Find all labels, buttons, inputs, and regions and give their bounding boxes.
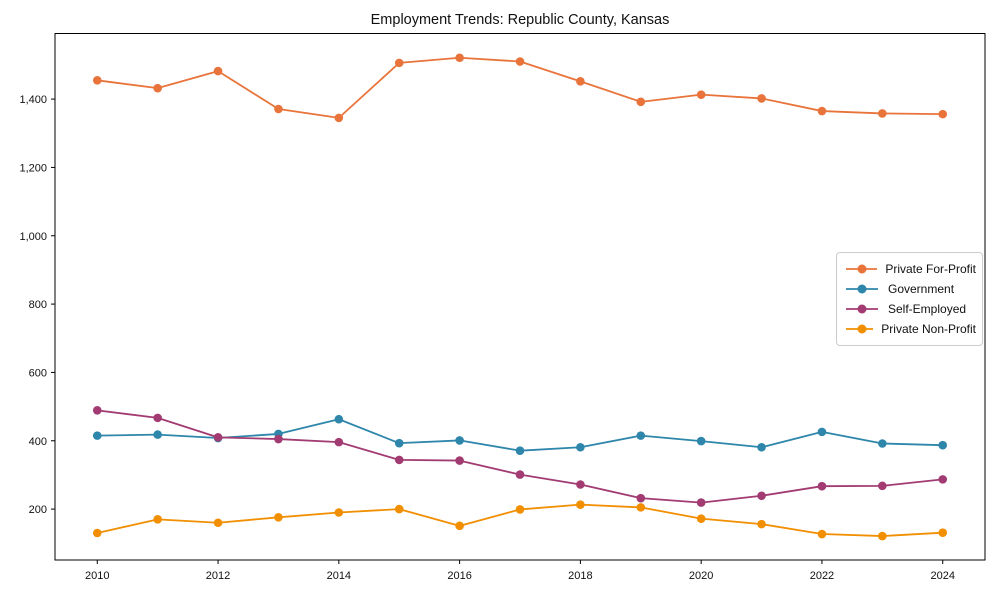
data-point-private-non-profit [636,503,646,512]
data-point-private-non-profit [153,515,162,524]
data-point-self-employed [878,481,887,491]
data-point-self-employed [515,470,525,479]
x-tick-label: 2024 [930,570,954,582]
x-tick-label: 2022 [810,570,834,582]
data-point-self-employed [334,437,344,447]
data-point-government [757,442,766,452]
data-point-private-non-profit [938,528,948,537]
data-point-private-non-profit [576,500,585,509]
data-point-government [92,431,102,440]
legend-entry-private-for-profit: Private For-Profit [844,262,976,276]
data-point-private-non-profit [213,518,223,528]
data-point-private-non-profit [757,519,766,529]
y-tick-label: 600 [29,367,47,379]
y-tick-label: 200 [29,504,47,516]
data-point-private-for-profit [334,113,344,123]
plot-frame [54,33,986,561]
data-point-private-for-profit [576,77,585,86]
x-tick-label: 2018 [568,570,592,582]
y-tick-label: 1,400 [19,94,47,106]
data-point-self-employed [92,406,102,415]
data-point-government [394,438,404,448]
legend-entry-private-non-profit: Private Non-Profit [844,322,976,336]
data-point-private-for-profit [153,83,162,93]
chart-title: Employment Trends: Republic County, Kans… [371,12,670,28]
data-point-government [576,442,585,452]
data-point-private-for-profit [636,97,646,107]
data-point-government [334,414,344,424]
y-tick-label: 800 [29,299,47,311]
data-point-self-employed [636,493,646,503]
data-point-government [455,436,464,445]
data-point-private-for-profit [213,66,223,76]
legend-label: Private For-Profit [885,262,976,276]
data-point-self-employed [817,481,827,491]
series-line-self-employed [96,409,944,504]
y-tick-label: 400 [29,436,47,448]
data-point-self-employed [696,498,706,507]
data-point-private-for-profit [696,90,706,99]
legend-marker-icon [846,264,878,274]
data-point-government [878,439,887,448]
legend-marker-icon [846,324,874,334]
legend: Private For-Profit Government Self-Employe… [836,252,983,346]
data-point-private-for-profit [757,94,766,103]
data-point-government [817,427,827,437]
x-tick-label: 2012 [206,570,230,582]
data-point-self-employed [576,480,585,489]
data-point-government [636,431,646,440]
legend-entry-government: Government [844,282,976,296]
data-point-private-non-profit [696,514,706,523]
data-point-private-non-profit [455,521,464,531]
x-tick-label: 2016 [447,570,471,582]
series-line-government [96,418,944,452]
data-point-private-for-profit [938,109,948,119]
data-point-private-non-profit [878,531,887,541]
series-line-private-for-profit [96,56,944,119]
x-tick-label: 2014 [327,570,351,582]
legend-marker-icon [846,284,878,294]
legend-entry-self-employed: Self-Employed [844,302,976,316]
data-point-self-employed [938,475,948,484]
data-point-private-for-profit [817,106,827,116]
data-point-self-employed [274,434,283,444]
data-point-private-for-profit [274,104,283,114]
data-point-private-for-profit [92,76,102,85]
data-point-private-for-profit [878,109,887,118]
x-tick-label: 2020 [689,570,713,582]
legend-marker-icon [846,304,878,314]
data-point-government [153,430,162,439]
data-point-private-non-profit [334,508,344,517]
data-point-private-non-profit [817,529,827,539]
y-tick-label: 1,200 [19,162,47,174]
legend-label: Self-Employed [888,302,967,316]
data-point-private-for-profit [394,58,404,68]
data-point-self-employed [153,413,162,423]
data-point-self-employed [455,456,464,465]
y-tick-label: 1,000 [19,231,47,243]
data-point-private-non-profit [274,512,283,522]
legend-label: Private Non-Profit [881,322,976,336]
legend-label: Government [888,282,955,296]
data-point-private-non-profit [92,528,102,538]
data-point-private-non-profit [515,505,525,514]
data-point-private-for-profit [515,57,525,66]
data-point-government [696,436,706,446]
x-tick-label: 2010 [85,570,109,582]
data-point-government [515,446,525,455]
data-point-government [938,440,948,450]
data-point-self-employed [213,433,223,442]
data-point-self-employed [757,491,766,501]
data-point-private-for-profit [455,53,464,63]
data-point-private-non-profit [394,504,404,514]
data-point-self-employed [394,455,404,465]
